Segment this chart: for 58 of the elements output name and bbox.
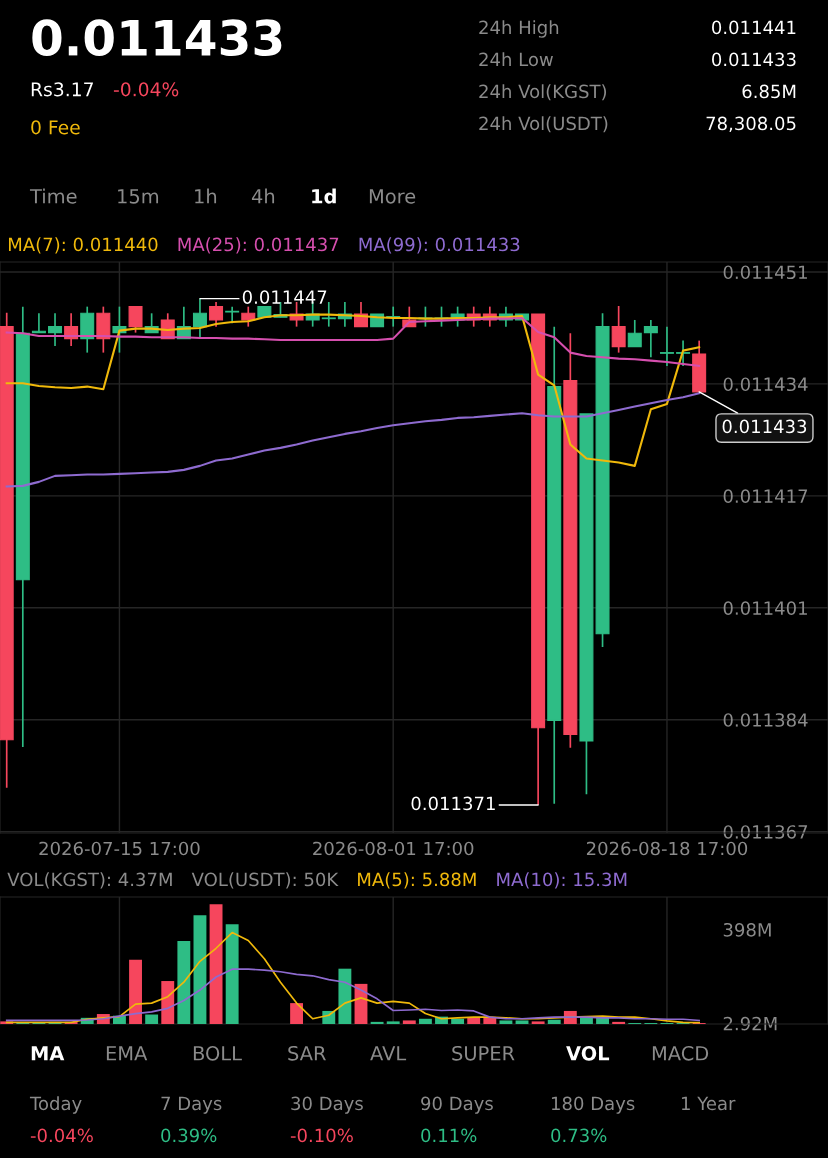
text: 0 Fee [31,120,80,135]
text: 0.73% [551,1128,607,1143]
annotation: 0.011447 [242,290,327,304]
text: 15m [118,189,159,204]
text: EMA [106,1046,148,1061]
y-tick-label: 0.011451 [723,265,807,280]
text: MA(5): 5.88M [358,872,476,889]
text: 0.39% [161,1128,217,1143]
text: SAR [288,1045,326,1061]
text: VOL [566,1045,610,1061]
text: 24h Low [479,52,553,67]
text: MA(7): 0.011440 [8,237,158,254]
text: 7 Days [161,1096,222,1114]
x-tick-label: 2026-07-15 17:00 [39,841,200,856]
text: 0.011433 [32,19,282,57]
y-tick-label: 0.011401 [723,601,807,615]
text: 1 Year [681,1096,736,1111]
x-tick-label: 2026-08-01 17:00 [313,841,474,856]
text: 0.011433 [712,52,796,67]
y-tick-label: 2.92M [723,1016,777,1031]
text: 90 Days [421,1096,493,1114]
text: Rs3.17 [31,82,93,97]
text: 24h Vol(KGST) [479,84,607,101]
text: 24h High [479,20,559,38]
text: 24h Vol(USDT) [479,116,608,133]
text: MA(10): 15.3M [497,872,627,889]
text: 1d [312,188,336,204]
text: 180 Days [551,1096,635,1114]
y-tick-label: 0.011384 [723,713,808,727]
annotation: 0.011371 [411,796,495,811]
series-label: VOL(KGST): 4.37M [7,872,172,889]
y-tick-label: 0.011367 [723,825,808,839]
text: Time [29,188,77,204]
y-tick-label: 398M [723,922,771,937]
text: MA [31,1046,65,1061]
text: MA(25): 0.011437 [178,237,339,254]
y-tick-label: 0.011417 [723,489,808,503]
y-tick-label: 0.011434 [723,377,808,392]
text: Today [29,1096,82,1114]
text: VOL(USDT): 50K [191,872,339,889]
text: MACD [652,1045,709,1061]
text: MA(99): 0.011433 [359,237,520,254]
text: 0.11% [421,1128,477,1143]
text: BOLL [193,1045,242,1061]
text: 1h [195,188,217,204]
text: -0.04% [30,1128,93,1143]
text: 4h [251,188,275,204]
text: AVL [370,1046,407,1061]
text: SUPER [452,1045,515,1061]
text: 0.011441 [712,20,796,35]
text: -0.10% [290,1128,353,1143]
text: -0.04% [113,82,179,97]
text: 30 Days [291,1096,363,1114]
x-tick-label: 2026-08-18 17:00 [586,841,748,856]
text: 78,308.05 [706,116,796,133]
annotation: 0.011433 [722,419,807,434]
text: More [369,189,416,204]
text: 6.85M [742,84,796,99]
